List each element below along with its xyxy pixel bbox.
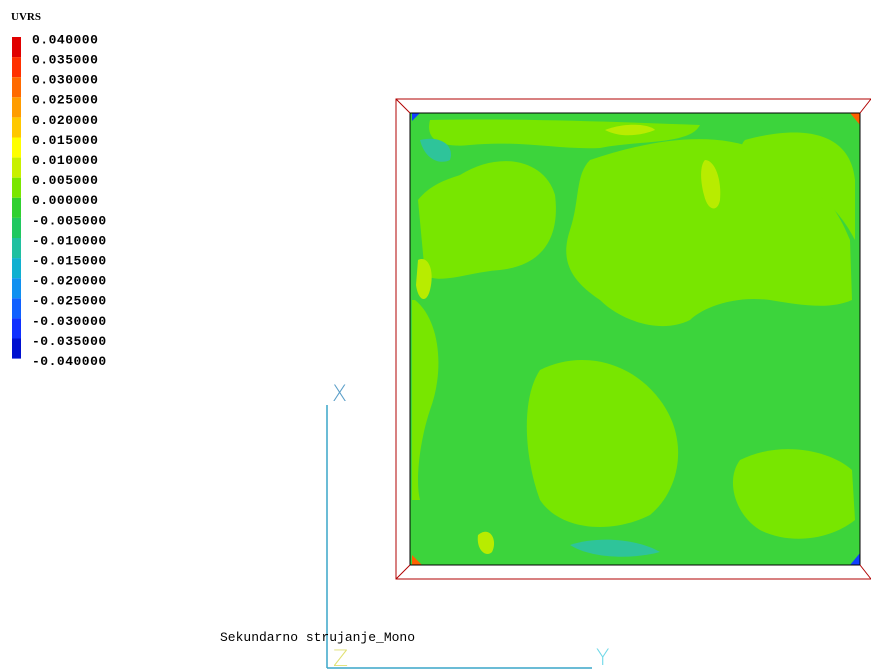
contour-region — [570, 539, 660, 557]
legend-label: -0.010000 — [32, 233, 107, 248]
contour-region — [810, 292, 845, 300]
domain-box — [395, 98, 871, 580]
legend-swatch — [12, 177, 21, 198]
corner-spot — [850, 113, 860, 125]
legend-swatch — [12, 97, 21, 118]
caption: Sekundarno strujanje_Mono — [220, 630, 415, 645]
legend-swatch — [12, 157, 21, 178]
y-axis-label: Y — [596, 646, 609, 671]
axis-triad: X Y Z — [326, 382, 609, 672]
legend-swatch — [12, 318, 21, 339]
frame-edge — [859, 564, 871, 580]
contour-region — [566, 139, 852, 327]
legend-label: 0.035000 — [32, 53, 98, 68]
legend-label: 0.000000 — [32, 193, 98, 208]
frame-edge — [395, 98, 411, 114]
contour-region — [420, 138, 451, 162]
legend-swatch — [12, 57, 21, 78]
corner-spot — [850, 553, 860, 565]
x-axis-label: X — [332, 382, 347, 407]
legend-label: 0.030000 — [32, 73, 98, 88]
corner-spot — [412, 113, 420, 121]
legend: 0.040000 0.035000 0.030000 0.025000 0.020000… — [12, 32, 107, 369]
contour-region — [701, 160, 721, 209]
legend-swatch — [12, 298, 21, 319]
corner-spot — [412, 555, 422, 565]
legend-swatch — [12, 37, 21, 58]
contour-plot — [410, 113, 860, 565]
legend-label: 0.020000 — [32, 113, 98, 128]
legend-label: -0.005000 — [32, 213, 107, 228]
legend-title: UVRS — [11, 11, 41, 23]
legend-swatch — [12, 338, 21, 359]
legend-label: -0.015000 — [32, 254, 107, 269]
legend-swatch — [12, 278, 21, 299]
legend-swatch — [12, 137, 21, 158]
legend-label: -0.040000 — [32, 354, 107, 369]
inner-frame — [409, 112, 861, 566]
contour-region — [412, 300, 439, 500]
legend-label: 0.040000 — [32, 32, 98, 47]
legend-swatch — [12, 197, 21, 218]
legend-swatch — [12, 117, 21, 138]
outer-frame — [395, 98, 871, 580]
legend-swatch — [12, 258, 21, 279]
legend-label: -0.025000 — [32, 294, 107, 309]
legend-label: 0.025000 — [32, 93, 98, 108]
legend-label: 0.010000 — [32, 153, 98, 168]
contour-region — [418, 161, 556, 279]
legend-label: 0.005000 — [32, 173, 98, 188]
legend-swatch — [12, 238, 21, 259]
frame-edge — [859, 98, 871, 114]
legend-label: -0.020000 — [32, 274, 107, 289]
frame-edge — [395, 564, 411, 580]
legend-label: -0.035000 — [32, 334, 107, 349]
contour-region — [416, 259, 432, 300]
contour-region — [732, 449, 855, 539]
legend-swatch — [12, 217, 21, 238]
z-axis-label: Z — [333, 647, 348, 672]
contour-region — [526, 360, 679, 527]
contour-region — [477, 531, 495, 555]
contour-region — [741, 132, 855, 240]
legend-label: 0.015000 — [32, 133, 98, 148]
contour-region — [605, 124, 655, 136]
legend-label: -0.030000 — [32, 314, 107, 329]
legend-swatch — [12, 77, 21, 98]
